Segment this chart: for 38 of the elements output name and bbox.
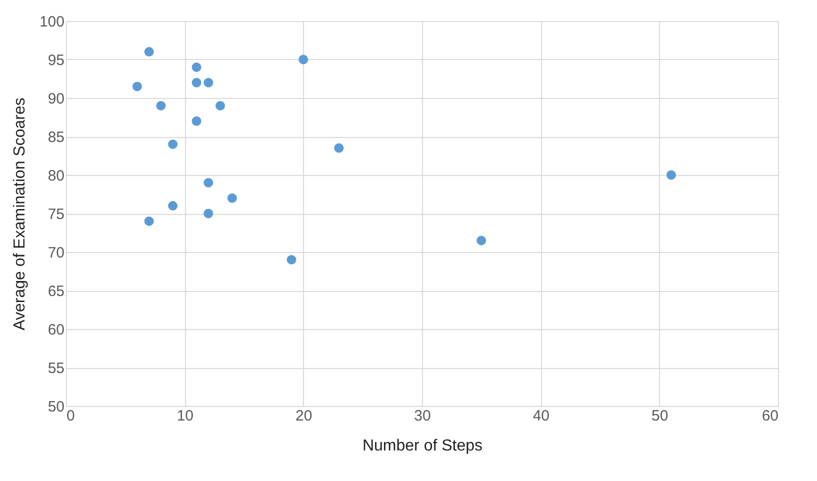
point	[144, 47, 154, 57]
point	[204, 208, 214, 218]
point	[298, 54, 308, 64]
x-tick-label: 0	[66, 408, 75, 424]
x-tick-label: 60	[762, 408, 778, 424]
point	[216, 100, 226, 110]
point	[227, 193, 237, 203]
x-tick-label: 30	[414, 408, 431, 424]
point	[192, 62, 202, 72]
y-tick-label: 90	[48, 90, 64, 108]
x-tick-label: 50	[651, 408, 668, 424]
point	[666, 170, 676, 180]
x-tick-label: 20	[295, 408, 312, 424]
point	[334, 143, 344, 153]
y-tick-label: 65	[48, 283, 64, 300]
y-tick-label: 60	[48, 322, 64, 338]
point	[144, 216, 154, 226]
x-tick-label: 10	[176, 408, 194, 424]
point	[156, 100, 166, 110]
y-tick-label: 100	[39, 14, 64, 30]
x-axis-title: Number of Steps	[362, 438, 483, 454]
y-tick-label: 80	[48, 168, 64, 184]
y-axis-title: Average of Examination Scoares	[11, 98, 28, 330]
point	[192, 78, 202, 88]
x-tick-label: 40	[532, 408, 550, 424]
point	[132, 82, 142, 92]
point	[168, 139, 178, 149]
point	[286, 254, 296, 264]
y-tick-label: 85	[48, 129, 64, 146]
point	[168, 201, 178, 211]
y-tick-label: 95	[48, 52, 64, 69]
point	[204, 178, 214, 188]
y-tick-label: 75	[48, 206, 64, 223]
point	[476, 236, 486, 246]
point	[192, 116, 202, 126]
y-tick-label: 55	[48, 360, 64, 377]
y-tick-label: 70	[48, 244, 64, 262]
point	[204, 78, 214, 88]
